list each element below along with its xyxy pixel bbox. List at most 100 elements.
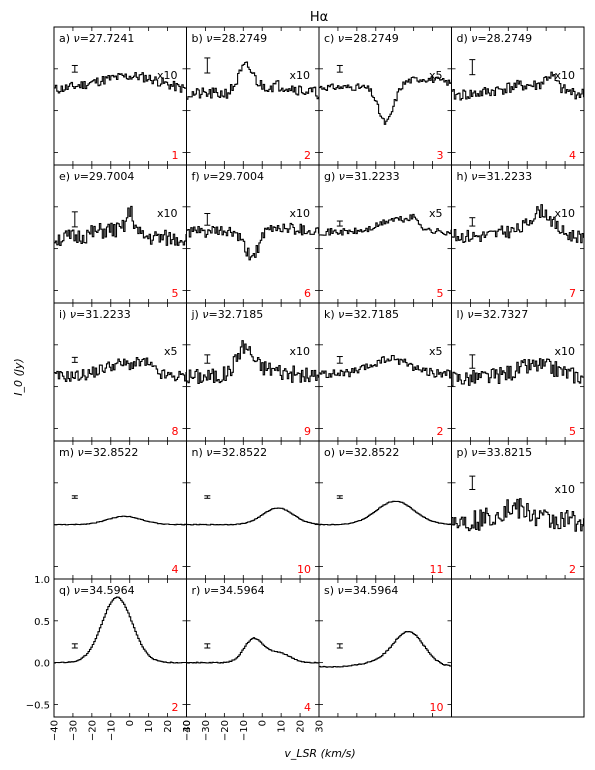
panel-count: 3	[437, 149, 444, 162]
scale-multiplier: x10	[554, 207, 575, 220]
panel-label: c) ν=28.2749	[324, 32, 399, 45]
x-tick-label: 30	[182, 720, 193, 733]
y-tick-label: 1.0	[34, 575, 50, 586]
scale-multiplier: x10	[289, 69, 310, 82]
scale-multiplier: x5	[429, 345, 443, 358]
panel-k: k) ν=32.7185 x5 2	[318, 302, 452, 442]
panel-l: l) ν=32.7327 x10 5	[451, 302, 585, 442]
spectrum-line	[319, 213, 452, 236]
panel-frame	[318, 26, 452, 166]
panel-b: b) ν=28.2749 x10 2	[186, 26, 320, 166]
panel-label: m) ν=32.8522	[59, 446, 138, 459]
panel-count: 7	[569, 287, 576, 300]
panel-g: g) ν=31.2233 x5 5	[318, 164, 452, 304]
spectrum-line	[54, 205, 187, 246]
spectrum-line	[54, 515, 187, 526]
panel-count: 5	[437, 287, 444, 300]
x-tick-label: 0	[125, 720, 136, 726]
x-tick-label: −30	[68, 720, 79, 741]
panel-label: i) ν=31.2233	[59, 308, 131, 321]
spectrum-line	[186, 222, 320, 261]
panel-c: c) ν=28.2749 x5 3	[318, 26, 452, 166]
scale-multiplier: x10	[554, 345, 575, 358]
x-axis-label: v_LSR (km/s)	[284, 747, 355, 760]
panel-frame	[53, 26, 187, 166]
y-axis-label: I_0 (Jy)	[12, 358, 25, 396]
x-tick-label: −10	[239, 720, 250, 741]
panel-label: q) ν=34.5964	[59, 584, 135, 597]
x-tick-label: −40	[182, 720, 193, 741]
spectrum-line	[54, 357, 187, 383]
panel-count: 5	[172, 287, 179, 300]
spectrum-line	[54, 596, 187, 664]
panel-count: 9	[304, 425, 311, 438]
panel-count: 4	[569, 149, 576, 162]
panel-count: 10	[430, 701, 444, 714]
panel-label: r) ν=34.5964	[192, 584, 265, 597]
panel-q: q) ν=34.5964 2	[53, 578, 187, 718]
panel-frame	[318, 440, 452, 580]
scale-multiplier: x5	[164, 345, 178, 358]
panel-a: a) ν=27.7241 x10 1	[53, 26, 187, 166]
panel-label: j) ν=32.7185	[191, 308, 264, 321]
panel-label: n) ν=32.8522	[192, 446, 268, 459]
panel-frame	[186, 302, 320, 442]
x-axis: −40 −30 −20 −10 0 10 20 30−40 −30 −20 −10 0 10 20 30	[50, 720, 326, 741]
spectrum-line	[186, 507, 319, 526]
panel-label: h) ν=31.2233	[457, 170, 533, 183]
panel-count: 11	[430, 563, 444, 576]
scale-multiplier: x10	[554, 69, 575, 82]
x-tick-label: 20	[296, 720, 307, 733]
y-tick-label: 0.0	[34, 659, 50, 670]
scale-multiplier: x10	[157, 207, 178, 220]
panel-count: 10	[297, 563, 311, 576]
y-tick-label: 0.5	[34, 617, 50, 628]
panel-label: o) ν=32.8522	[324, 446, 399, 459]
panel-label: a) ν=27.7241	[59, 32, 134, 45]
panel-frame	[451, 578, 585, 718]
panel-f: f) ν=29.7004 x10 6	[186, 164, 320, 304]
panel-j: j) ν=32.7185 x10 9	[186, 302, 320, 442]
panel-empty	[451, 578, 585, 718]
panel-label: f) ν=29.7004	[192, 170, 265, 183]
panel-count: 5	[569, 425, 576, 438]
x-tick-label: −40	[50, 720, 61, 741]
x-tick-label: 30	[315, 720, 326, 733]
panel-label: l) ν=32.7327	[457, 308, 529, 321]
spectrum-line	[451, 358, 584, 387]
panel-count: 4	[172, 563, 179, 576]
panel-count: 6	[304, 287, 311, 300]
spectrum-line	[451, 71, 585, 101]
panel-label: p) ν=33.8215	[457, 446, 533, 459]
panel-frame	[318, 302, 452, 442]
panel-n: n) ν=32.8522 10	[186, 440, 320, 580]
panel-grid: a) ν=27.7241 x10 1 b) ν=28.2749 x10 2 c) ν=28.…	[53, 26, 585, 718]
scale-multiplier: x10	[289, 345, 310, 358]
panel-count: 8	[172, 425, 179, 438]
panel-o: o) ν=32.8522 11	[318, 440, 452, 580]
panel-label: e) ν=29.7004	[59, 170, 134, 183]
x-tick-label: 0	[258, 720, 269, 726]
panel-p: p) ν=33.8215 x10 2	[451, 440, 585, 580]
x-tick-label: −30	[201, 720, 212, 741]
x-tick-label: −20	[87, 720, 98, 741]
spectrum-line	[319, 354, 452, 379]
panel-label: k) ν=32.7185	[324, 308, 399, 321]
panel-label: b) ν=28.2749	[192, 32, 268, 45]
chart-title: Hα	[310, 10, 328, 25]
panel-m: m) ν=32.8522 4	[53, 440, 187, 580]
panel-count: 4	[304, 701, 311, 714]
panel-label: d) ν=28.2749	[457, 32, 533, 45]
panel-label: s) ν=34.5964	[324, 584, 398, 597]
scale-multiplier: x5	[429, 69, 443, 82]
spectrum-line	[186, 340, 320, 384]
y-axis: −0.5 0.0 0.5 1.0	[26, 575, 50, 711]
spectrum-line	[319, 630, 452, 668]
y-tick-label: −0.5	[26, 700, 50, 711]
x-tick-label: −10	[106, 720, 117, 741]
scale-multiplier: x10	[289, 207, 310, 220]
scale-multiplier: x5	[429, 207, 443, 220]
x-tick-label: 20	[163, 720, 174, 733]
panel-i: i) ν=31.2233 x5 8	[53, 302, 187, 442]
